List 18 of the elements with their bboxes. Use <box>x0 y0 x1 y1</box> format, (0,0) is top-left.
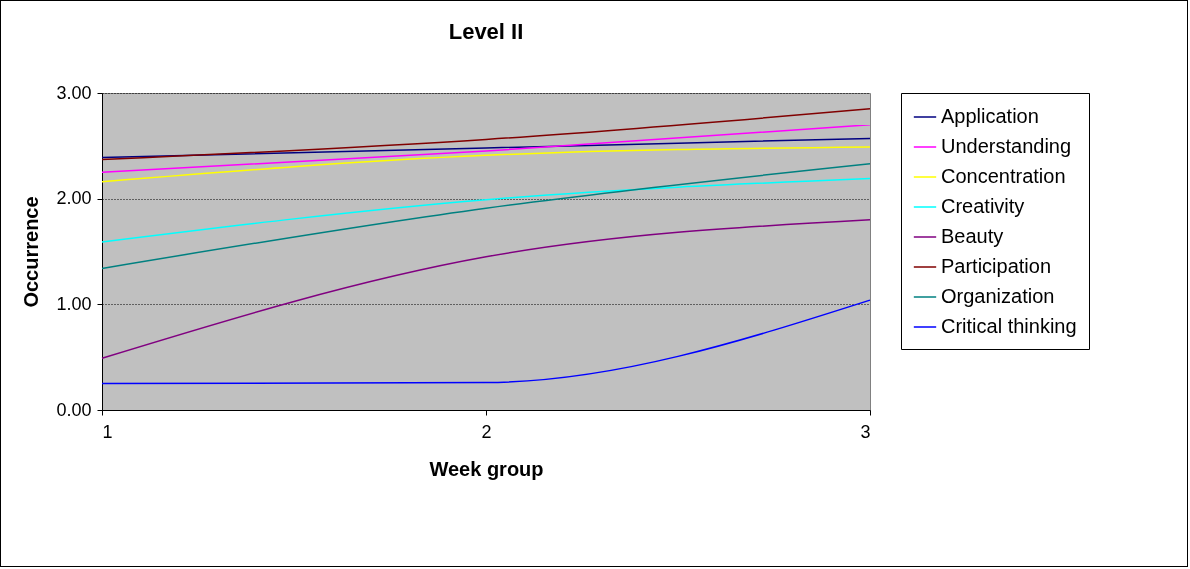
legend-label: Understanding <box>941 135 1072 157</box>
y-tick-label: 1.00 <box>56 293 92 314</box>
x-axis-title: Week group <box>429 457 544 480</box>
legend-label: Participation <box>941 255 1052 277</box>
y-tick-label: 0.00 <box>56 399 92 420</box>
legend-label: Organization <box>941 285 1055 307</box>
legend-label: Application <box>941 105 1039 127</box>
y-tick-label: 2.00 <box>56 188 92 209</box>
legend-label: Creativity <box>941 195 1025 217</box>
y-axis-title: Occurrence <box>20 196 43 308</box>
y-tick-label: 3.00 <box>56 82 92 103</box>
legend-label: Beauty <box>941 225 1004 247</box>
legend-label: Critical thinking <box>941 315 1077 337</box>
legend-label: Concentration <box>941 165 1066 187</box>
chart-title: Level II <box>448 19 524 44</box>
x-tick-label: 2 <box>481 421 492 442</box>
x-tick-label: 1 <box>102 421 113 442</box>
x-tick-label: 3 <box>860 421 871 442</box>
